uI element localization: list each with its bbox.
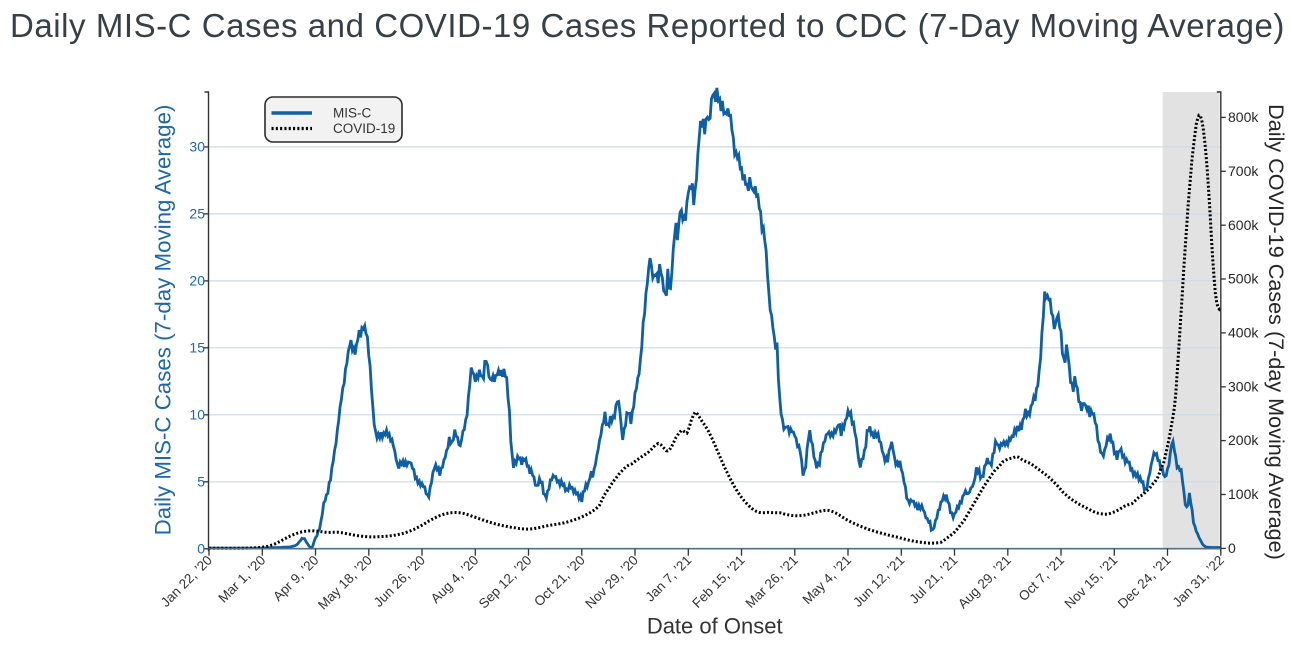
svg-text:15: 15 [189,340,205,356]
svg-text:Daily MIS-C Cases and COVID-19: Daily MIS-C Cases and COVID-19 Cases Rep… [10,7,1285,44]
svg-text:800k: 800k [1228,109,1259,125]
svg-text:20: 20 [189,273,205,289]
svg-text:Daily MIS-C Cases (7-day Movin: Daily MIS-C Cases (7-day Moving Average) [151,105,176,536]
svg-text:600k: 600k [1228,217,1259,233]
svg-text:100k: 100k [1228,486,1259,502]
svg-text:700k: 700k [1228,163,1259,179]
svg-text:30: 30 [189,139,205,155]
svg-text:200k: 200k [1228,432,1259,448]
svg-text:MIS-C: MIS-C [333,106,371,121]
svg-text:0: 0 [197,541,205,557]
svg-text:Daily COVID-19 Cases (7-day Mo: Daily COVID-19 Cases (7-day Moving Avera… [1264,104,1289,560]
svg-text:5: 5 [197,474,205,490]
svg-text:400k: 400k [1228,325,1259,341]
svg-text:25: 25 [189,206,205,222]
svg-text:Date of Onset: Date of Onset [647,614,783,639]
svg-text:COVID-19: COVID-19 [333,121,395,136]
svg-text:0: 0 [1228,540,1236,556]
svg-text:500k: 500k [1228,271,1259,287]
svg-text:300k: 300k [1228,378,1259,394]
svg-text:10: 10 [189,407,205,423]
